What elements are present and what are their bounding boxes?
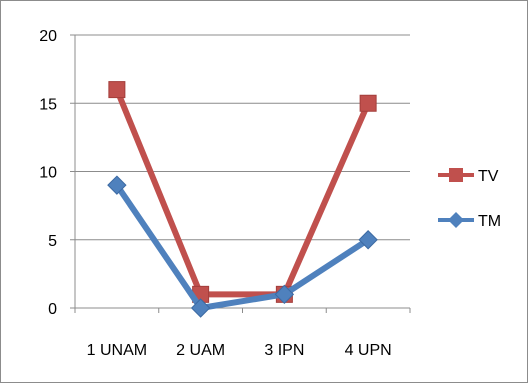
data-point-TV-0 xyxy=(108,81,126,99)
x-tick-label: 4 UPN xyxy=(345,342,392,359)
data-point-TM-0 xyxy=(107,175,127,195)
data-point-TM-2 xyxy=(274,284,295,305)
series-line-TM xyxy=(113,182,372,311)
x-tick-label: 3 IPN xyxy=(264,342,304,359)
legend-label-TV: TV xyxy=(478,168,499,185)
legend-marker-TV xyxy=(449,168,463,182)
data-point-TV-3 xyxy=(359,94,377,112)
data-point-TM-1 xyxy=(190,298,211,318)
y-tick-label: 20 xyxy=(39,28,57,45)
y-tick-label: 15 xyxy=(39,96,57,113)
y-tick-label: 0 xyxy=(48,301,57,318)
data-point-TM-3 xyxy=(358,230,378,250)
legend-marker-TM xyxy=(448,212,464,228)
x-tick-label: 1 UNAM xyxy=(87,342,147,359)
series-line-TV xyxy=(113,86,372,298)
y-tick-label: 10 xyxy=(39,165,57,182)
x-tick-label: 2 UAM xyxy=(176,342,225,359)
legend-label-TM: TM xyxy=(478,213,501,230)
y-tick-label: 5 xyxy=(48,233,57,250)
